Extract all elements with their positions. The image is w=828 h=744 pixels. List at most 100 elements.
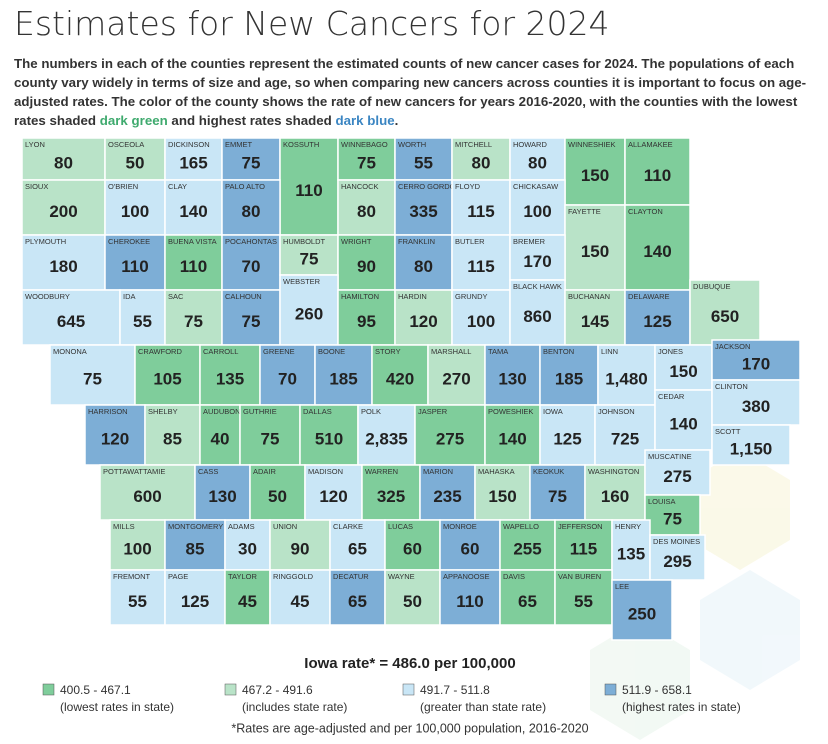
county-count: 120 — [101, 429, 129, 448]
county-name: SAC — [168, 292, 184, 301]
county-count: 255 — [513, 539, 541, 558]
county-name: MONONA — [53, 347, 87, 356]
county-name: POTTAWATTAMIE — [103, 467, 165, 476]
county-name: VAN BUREN — [558, 572, 601, 581]
county-name: FRANKLIN — [398, 237, 435, 246]
county-name: MAHASKA — [478, 467, 515, 476]
county-name: KOSSUTH — [283, 140, 319, 149]
county-name: DICKINSON — [168, 140, 210, 149]
county-name: FREMONT — [113, 572, 150, 581]
county-name: MITCHELL — [455, 140, 492, 149]
county-count: 65 — [518, 592, 537, 611]
decoration — [590, 450, 800, 740]
county — [654, 389, 713, 451]
county-count: 80 — [357, 202, 376, 221]
county-name: BENTON — [543, 347, 574, 356]
county-name: CHEROKEE — [108, 237, 150, 246]
county-name: CLARKE — [333, 522, 363, 531]
county-name: KEOKUK — [533, 467, 564, 476]
county-count: 2,835 — [365, 429, 408, 448]
county — [711, 424, 791, 466]
county-count: 75 — [242, 153, 261, 172]
county-count: 140 — [669, 414, 697, 433]
county-name: LINN — [601, 347, 618, 356]
legend-description: (greater than state rate) — [420, 700, 546, 714]
county-count: 325 — [377, 487, 405, 506]
county-name: CEDAR — [658, 392, 685, 401]
county — [711, 379, 801, 426]
intro-text: The numbers in each of the counties repr… — [14, 56, 807, 128]
legend-description: (lowest rates in state) — [60, 700, 174, 714]
county-name: CARROLL — [203, 347, 238, 356]
county — [414, 404, 486, 466]
county-name: IDA — [123, 292, 136, 301]
county-name: BLACK HAWK — [513, 282, 562, 291]
county-count: 1,480 — [605, 369, 648, 388]
county-count: 115 — [467, 257, 494, 276]
legend-range: 467.2 - 491.6 — [242, 683, 313, 697]
county-name: DAVIS — [503, 572, 525, 581]
county — [329, 569, 386, 626]
county-count: 100 — [523, 202, 551, 221]
county-name: CLINTON — [715, 382, 748, 391]
legend-swatch — [604, 683, 617, 696]
county-name: RINGGOLD — [273, 572, 314, 581]
county-name: O'BRIEN — [108, 182, 138, 191]
county-count: 645 — [57, 312, 85, 331]
county-name: CLAYTON — [628, 207, 663, 216]
county-count: 125 — [643, 312, 671, 331]
county — [239, 404, 301, 466]
county-name: DALLAS — [303, 407, 332, 416]
county-count: 110 — [180, 257, 207, 276]
county-count: 270 — [442, 369, 470, 388]
county-name: MONROE — [443, 522, 477, 531]
county — [597, 344, 656, 406]
county-count: 130 — [498, 369, 526, 388]
county-count: 335 — [409, 202, 437, 221]
county-name: DUBUQUE — [693, 282, 731, 291]
legend-swatch — [42, 683, 55, 696]
county — [439, 519, 501, 571]
county — [337, 179, 396, 236]
county-name: HUMBOLDT — [283, 237, 326, 246]
county-count: 70 — [278, 369, 297, 388]
intro: The numbers in each of the counties repr… — [14, 54, 814, 130]
county — [84, 404, 146, 466]
county-name: POLK — [361, 407, 381, 416]
county-count: 65 — [348, 539, 367, 558]
county-count: 75 — [548, 487, 567, 506]
county — [221, 289, 281, 346]
county-count: 170 — [523, 252, 551, 271]
county-name: WINNEBAGO — [341, 140, 388, 149]
county — [654, 344, 713, 391]
county-name: DES MOINES — [653, 537, 700, 546]
county-name: SCOTT — [715, 427, 741, 436]
county-count: 60 — [403, 539, 422, 558]
county-count: 420 — [386, 369, 414, 388]
county-name: POWESHIEK — [488, 407, 533, 416]
county — [644, 449, 711, 496]
county-name: CALHOUN — [225, 292, 262, 301]
county-name: DELAWARE — [628, 292, 670, 301]
county — [221, 179, 281, 236]
county-name: UNION — [273, 522, 297, 531]
county — [564, 289, 626, 346]
county-count: 160 — [601, 487, 629, 506]
county — [451, 179, 511, 236]
intro-text: . — [394, 113, 399, 128]
county — [509, 234, 566, 281]
county-count: 170 — [742, 354, 770, 373]
county — [611, 579, 673, 641]
county-name: MADISON — [308, 467, 343, 476]
county — [164, 519, 226, 571]
county — [564, 204, 626, 291]
county-name: WORTH — [398, 140, 426, 149]
county-name: JONES — [658, 347, 683, 356]
county-count: 110 — [121, 257, 148, 276]
county-name: EMMET — [225, 140, 253, 149]
county-count: 80 — [528, 153, 547, 172]
county-name: HANCOCK — [341, 182, 379, 191]
county — [584, 464, 646, 521]
county-count: 90 — [291, 539, 310, 558]
